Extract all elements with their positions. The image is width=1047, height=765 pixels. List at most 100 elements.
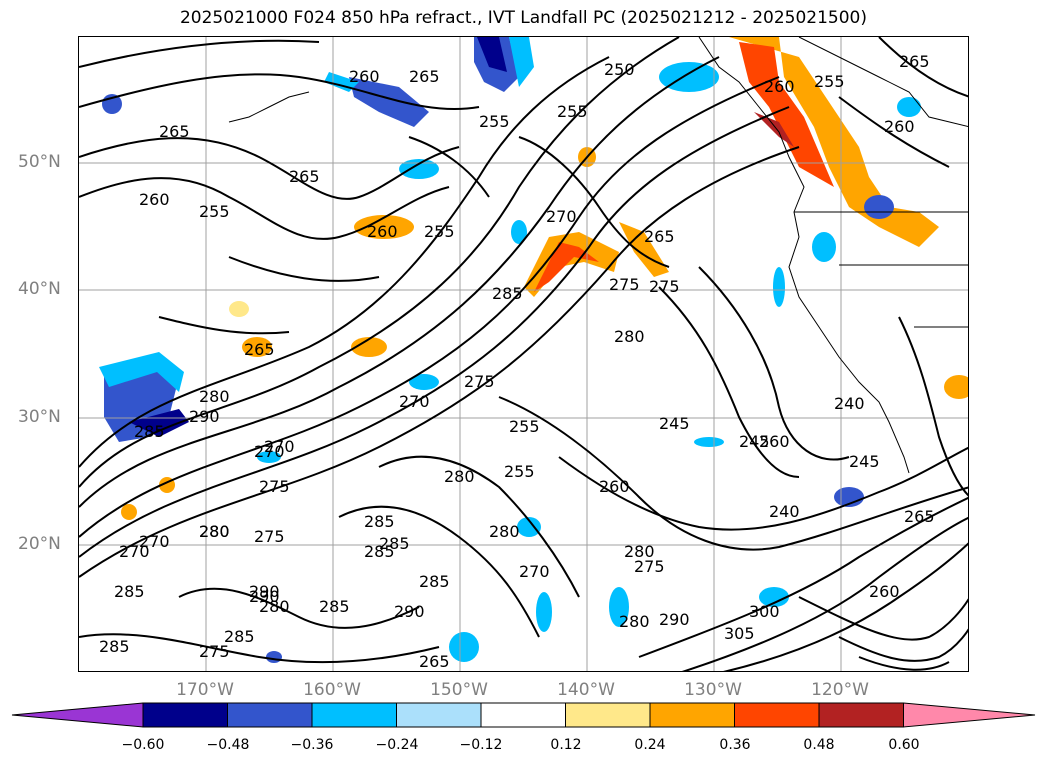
contour-label: 290: [249, 587, 280, 606]
latitude-label-40n: 40°N: [18, 279, 61, 299]
longitude-label-170w: 170°W: [176, 680, 234, 700]
warm-anomaly-blob-2: [354, 215, 414, 239]
contour-lines: [79, 37, 968, 671]
cold-anomaly-blob-5: [897, 97, 921, 117]
colorbar-segment: [227, 702, 313, 728]
contour-label: 255: [479, 112, 510, 131]
longitude-label-160w: 160°W: [303, 680, 361, 700]
contour-label: 290: [659, 610, 690, 629]
cold-anomaly-blob-13: [517, 517, 541, 537]
contour-label: 250: [604, 60, 635, 79]
contour-label: 275: [634, 557, 665, 576]
longitude-label-130w: 130°W: [684, 680, 742, 700]
colorbar-tick-label: −0.48: [206, 737, 250, 753]
contour-label: 285: [364, 542, 395, 561]
contour-label: 265: [244, 340, 275, 359]
colorbar-tick-label: −0.12: [459, 737, 503, 753]
warm-anomaly-blob-5: [229, 301, 249, 317]
map-panel: 265 260 255 250 255 260 265 255 265 260 …: [78, 36, 969, 672]
contour-label: 285: [99, 637, 130, 656]
contour-label: 255: [199, 202, 230, 221]
contour-label: 270: [139, 532, 170, 551]
contour-label: 290: [394, 602, 425, 621]
contour-label: 260: [367, 222, 398, 241]
cold-anomaly-blob-11: [449, 632, 479, 662]
contour-label: 270: [119, 542, 150, 561]
cold-anomaly-blob-16: [257, 451, 281, 463]
contour-label-layer: 265 260 255 250 255 260 265 255 265 260 …: [99, 52, 935, 671]
colorbar-tick-label: −0.24: [375, 737, 419, 753]
cold-anomaly-blob-3: [659, 62, 719, 92]
coastlines: [228, 37, 968, 474]
warm-anomaly-blob-1: [619, 222, 669, 277]
contour-label: 275: [609, 275, 640, 294]
contour-label: 280: [199, 522, 230, 541]
cold-anomaly-blob-18: [694, 437, 724, 447]
cold-anomaly-blob-12: [511, 220, 527, 244]
warm-anomaly-blob-8: [121, 504, 137, 520]
colorbar-tick-label: 0.36: [719, 737, 751, 753]
longitude-label-140w: 140°W: [557, 680, 615, 700]
contour-label: 245: [659, 414, 690, 433]
warm-anomaly-blob-3: [351, 337, 387, 357]
cold-anomaly-2: [349, 77, 429, 127]
warm-anomaly-blob-4: [242, 337, 272, 357]
contour-label: 260: [759, 432, 790, 451]
longitude-label-150w: 150°W: [430, 680, 488, 700]
contour-label: 280: [489, 522, 520, 541]
contour-label: 255: [557, 102, 588, 121]
contour-label: 260: [884, 117, 915, 136]
cold-anomaly-blob-6: [812, 232, 836, 262]
contour-label: 270: [546, 207, 577, 226]
contour-label: 255: [814, 72, 845, 91]
colorbar: [11, 702, 1036, 728]
colorbar-tick-label: −0.36: [290, 737, 334, 753]
colorbar-tick-label: 0.12: [550, 737, 582, 753]
graticule: [79, 37, 968, 671]
colorbar-tick-label: 0.48: [803, 737, 835, 753]
contour-label: 255: [504, 462, 535, 481]
contour-label: 270: [254, 442, 285, 461]
colorbar-extend-high: [903, 702, 1036, 728]
contour-label: 245: [849, 452, 880, 471]
contour-label: 265: [409, 67, 440, 86]
contour-label: 305: [724, 624, 755, 643]
contour-label: 285: [419, 572, 450, 591]
contour-label: 285: [224, 627, 255, 646]
contour-label: 290: [249, 582, 280, 601]
colorbar-segment: [734, 702, 820, 728]
cold-anomaly-blob-8: [409, 374, 439, 390]
cold-anomaly-west-edge: [99, 352, 184, 392]
contour-label: 290: [189, 407, 220, 426]
contour-label: 255: [509, 417, 540, 436]
colorbar-segment: [480, 702, 566, 728]
contour-label: 260: [139, 190, 170, 209]
contour-label: 270: [399, 392, 430, 411]
contour-label: 300: [749, 602, 780, 621]
contour-label: 260: [764, 77, 795, 96]
cold-anomaly-north-core: [477, 37, 507, 72]
contour-label: 265: [289, 167, 320, 186]
colorbar-tick-label: −0.60: [121, 737, 165, 753]
colorbar-segment: [818, 702, 904, 728]
contour-label: 275: [259, 477, 290, 496]
cold-anomaly-blob-10: [536, 592, 552, 632]
warm-anomaly-plume-north: [729, 37, 939, 247]
colorbar-tick-label: 0.24: [634, 737, 666, 753]
contour-label: 280: [619, 612, 650, 631]
contour-label: 280: [199, 522, 230, 541]
map-title: 2025021000 F024 850 hPa refract., IVT La…: [179, 8, 867, 28]
latitude-label-20n: 20°N: [18, 534, 61, 554]
contour-label: 265: [904, 507, 935, 526]
contour-label: 265: [899, 52, 930, 71]
contour-label: 285: [492, 284, 523, 303]
contour-label: 240: [834, 394, 865, 413]
warm-anomaly-blob-7: [944, 375, 968, 399]
colorbar-extend-low: [11, 702, 144, 728]
colorbar-segment: [311, 702, 397, 728]
contour-label: 280: [614, 327, 645, 346]
map-canvas: 265 260 255 250 255 260 265 255 265 260 …: [79, 37, 968, 671]
colorbar-segment: [142, 702, 228, 728]
contour-label: 260: [869, 582, 900, 601]
contour-label: 270: [519, 562, 550, 581]
